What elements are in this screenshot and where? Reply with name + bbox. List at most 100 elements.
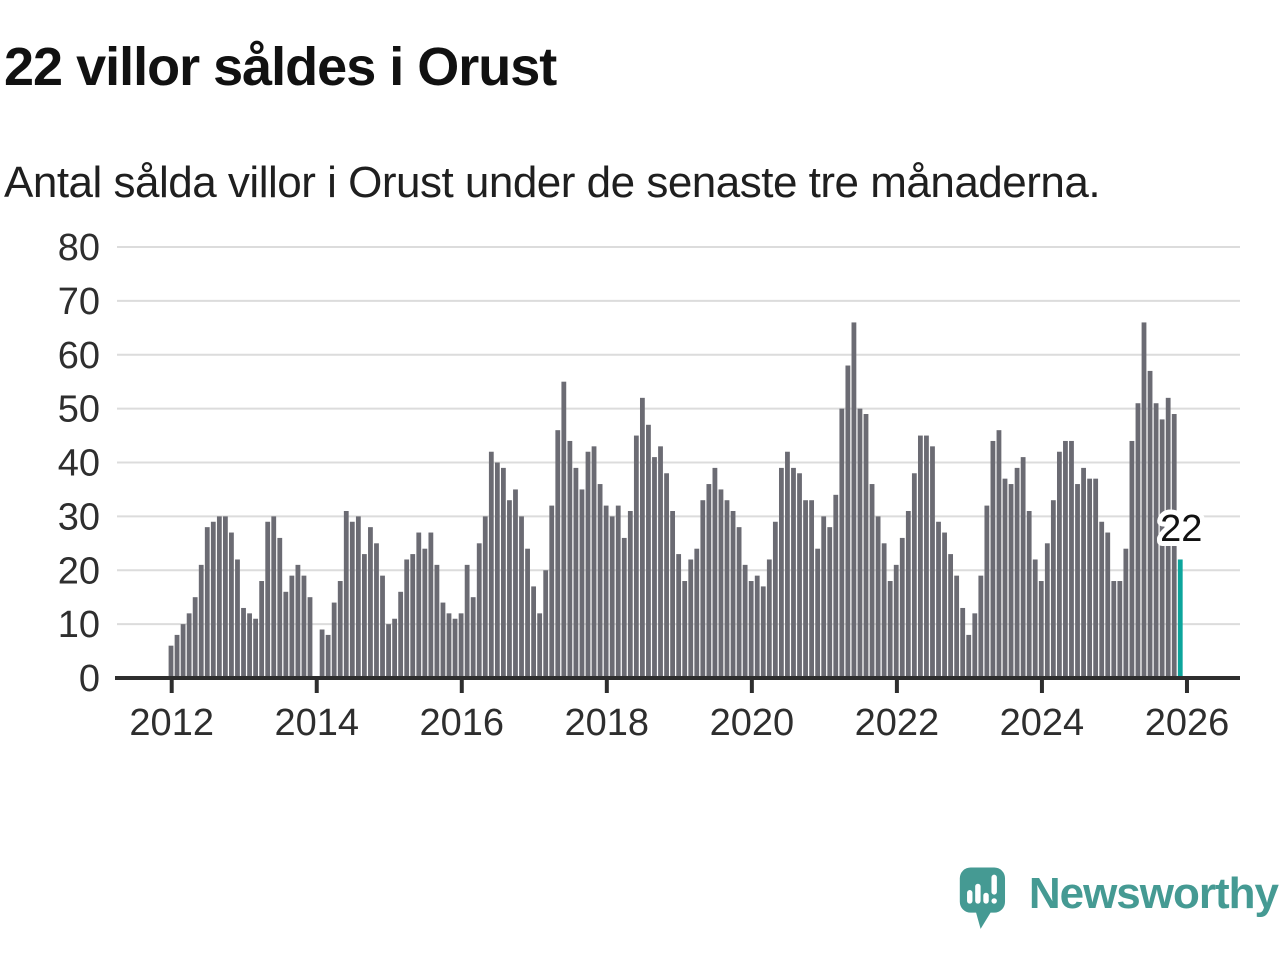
bar — [887, 581, 893, 678]
bar — [307, 597, 313, 678]
bar — [1099, 521, 1105, 678]
bar — [827, 527, 833, 678]
bar — [778, 467, 784, 678]
bar — [204, 527, 210, 678]
bar — [1111, 581, 1117, 678]
bar — [229, 532, 234, 678]
bar — [458, 613, 464, 678]
bar — [772, 521, 778, 678]
logo-exclamation-dot — [991, 898, 997, 904]
bar — [1129, 440, 1135, 678]
bar — [428, 532, 434, 678]
bar — [210, 521, 216, 678]
bar — [603, 505, 609, 678]
bar — [905, 510, 911, 678]
bar — [1069, 440, 1074, 678]
bar — [869, 484, 875, 678]
bar — [881, 543, 887, 678]
bar — [652, 457, 657, 678]
x-axis-label: 2012 — [129, 702, 214, 744]
bar — [368, 527, 373, 678]
bar — [422, 548, 428, 678]
bar — [1171, 414, 1177, 678]
bar — [343, 510, 349, 678]
bar — [930, 446, 935, 678]
bar — [658, 446, 663, 678]
bar — [180, 624, 186, 679]
bar — [748, 581, 754, 678]
bar — [718, 489, 724, 678]
bar — [845, 365, 851, 678]
bar — [639, 397, 645, 678]
bar — [797, 473, 802, 678]
bar — [1002, 478, 1008, 678]
bar — [954, 575, 960, 678]
bar — [476, 543, 482, 678]
y-axis-label: 20 — [58, 550, 100, 592]
brand-logo: Newsworthy — [958, 862, 1279, 940]
bar — [742, 564, 748, 678]
y-axis-label: 0 — [79, 658, 100, 700]
x-axis-label: 2014 — [274, 702, 359, 744]
logo-icon — [959, 867, 1006, 929]
bar — [851, 322, 857, 678]
bar — [839, 408, 845, 679]
bar — [253, 618, 259, 678]
brand-name: Newsworthy — [1028, 869, 1279, 918]
bar — [724, 500, 730, 678]
bar — [1020, 457, 1026, 678]
bar — [216, 516, 222, 679]
bar — [1123, 548, 1129, 678]
bar — [1105, 532, 1111, 678]
bar — [361, 554, 367, 678]
bar — [561, 381, 567, 678]
bar — [670, 510, 676, 678]
speech-bubble-shape — [959, 867, 1006, 929]
bar — [676, 554, 682, 678]
bar — [688, 559, 694, 679]
bar — [573, 467, 579, 678]
bar — [289, 575, 295, 678]
bar — [567, 440, 573, 678]
bar — [247, 613, 252, 678]
bar — [1165, 397, 1171, 678]
bar — [398, 591, 404, 678]
y-axis-label: 10 — [58, 604, 100, 646]
bar — [609, 516, 615, 679]
x-axis-label: 2022 — [855, 702, 940, 744]
bar — [766, 559, 772, 679]
bar — [875, 516, 881, 679]
bar — [192, 597, 198, 678]
bar — [1008, 484, 1014, 678]
bar — [1159, 419, 1165, 678]
bar — [833, 494, 839, 678]
bar — [537, 613, 543, 678]
bar — [277, 537, 283, 678]
bar — [785, 451, 790, 679]
y-axis-label: 40 — [58, 443, 100, 485]
bar — [966, 634, 972, 678]
y-axis-label: 50 — [58, 389, 100, 431]
bar — [1081, 467, 1086, 678]
x-axis-label: 2020 — [710, 702, 795, 744]
bar — [543, 570, 549, 678]
bar — [760, 586, 766, 678]
logo-exclamation-stem — [991, 874, 997, 895]
bar — [470, 597, 476, 678]
bar — [633, 435, 639, 678]
bar — [948, 554, 954, 678]
bar — [936, 521, 941, 678]
bar — [1050, 500, 1056, 678]
bar — [186, 613, 192, 678]
bar — [319, 629, 325, 678]
bar — [452, 618, 458, 678]
bar — [1147, 370, 1153, 678]
bar — [494, 462, 500, 678]
bar — [1075, 484, 1080, 678]
bar — [434, 564, 440, 678]
bar — [392, 618, 398, 678]
bar — [295, 564, 301, 678]
bar — [591, 446, 597, 678]
bar — [1117, 581, 1123, 678]
bar — [1056, 451, 1062, 679]
